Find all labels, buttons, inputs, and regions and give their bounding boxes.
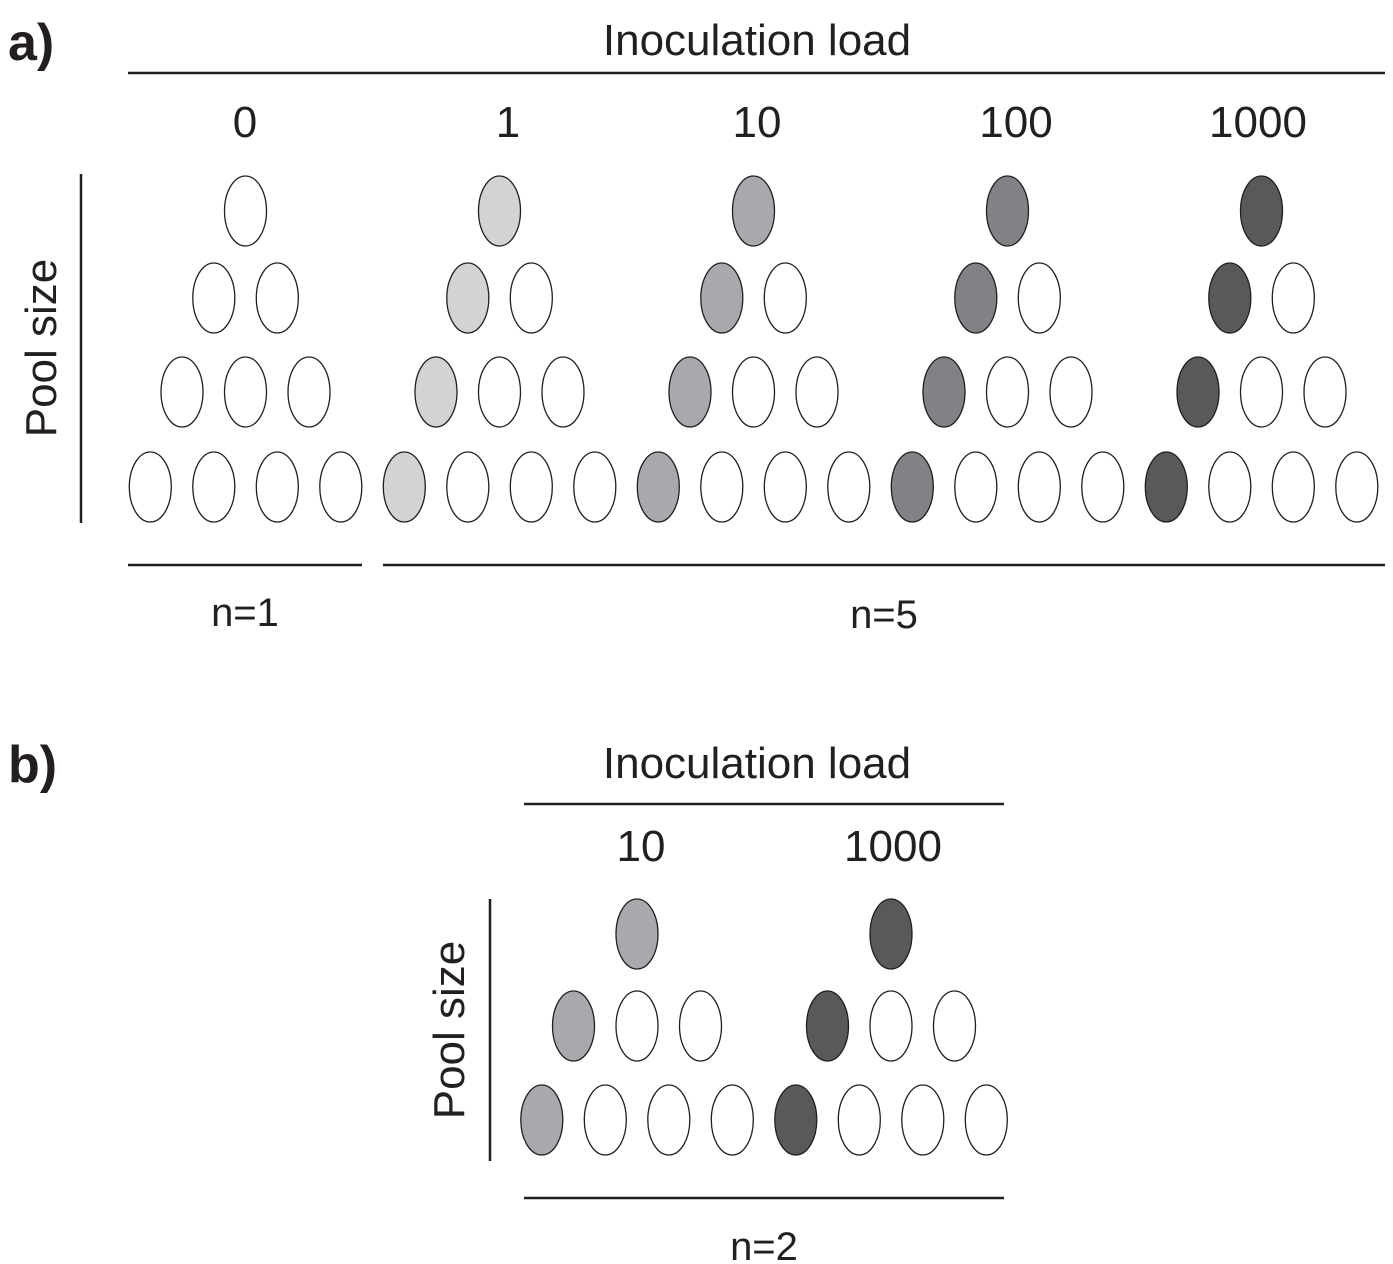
load-label: 1000: [844, 822, 942, 871]
load-label: 0: [233, 98, 257, 147]
pool-egg: [446, 262, 490, 334]
pool-egg: [1049, 356, 1093, 428]
pool-egg: [1208, 262, 1252, 334]
pool-egg: [1144, 451, 1188, 523]
pool-egg: [583, 1084, 627, 1156]
pool-egg: [774, 1084, 818, 1156]
pool-egg: [541, 356, 585, 428]
pool-egg: [319, 451, 363, 523]
panel-b-pools: [520, 898, 1008, 1156]
pool-egg: [827, 451, 871, 523]
pool-egg: [573, 451, 617, 523]
pool-egg: [128, 451, 172, 523]
pool-egg: [1335, 451, 1379, 523]
panel-a-pools: [128, 175, 1379, 523]
pool-egg: [446, 451, 490, 523]
pool-egg: [837, 1084, 881, 1156]
pool-egg: [1208, 451, 1252, 523]
pool-egg: [636, 451, 680, 523]
pool-egg: [805, 990, 850, 1062]
pool-egg: [932, 990, 977, 1062]
pool-egg: [1239, 356, 1284, 428]
pool-egg: [382, 451, 426, 523]
load-label: 1: [496, 98, 520, 147]
pool-egg: [922, 356, 966, 428]
pool-egg: [192, 262, 236, 334]
pool-egg: [763, 262, 807, 334]
pool-egg: [700, 451, 744, 523]
pool-egg: [255, 262, 299, 334]
pool-egg: [985, 175, 1030, 247]
pool-egg: [647, 1084, 691, 1156]
pool-egg: [477, 356, 522, 428]
panel-b-header: Inoculation load: [603, 739, 911, 788]
panel-a-label: a): [8, 14, 54, 72]
pool-egg: [763, 451, 807, 523]
panel-a-load-labels: 0 1 10 100 1000: [233, 98, 1307, 147]
pool-egg: [414, 356, 458, 428]
load-label: 10: [733, 98, 782, 147]
replicate-label: n=2: [730, 1225, 798, 1264]
pool-egg: [192, 451, 236, 523]
replicate-label: n=1: [211, 591, 279, 635]
load-label: 10: [617, 822, 666, 871]
pool-egg: [520, 1084, 564, 1156]
pool-egg: [615, 990, 659, 1062]
pool-egg: [1303, 356, 1347, 428]
pool-egg: [1271, 262, 1315, 334]
pool-egg: [509, 451, 553, 523]
pool-egg: [964, 1084, 1008, 1156]
pool-egg: [255, 451, 299, 523]
panel-b: b) Inoculation load Pool size 10 1000 n=…: [8, 736, 1008, 1264]
pool-egg: [160, 356, 204, 428]
pool-egg: [668, 356, 712, 428]
pool-egg: [678, 990, 723, 1062]
panel-a: a) Inoculation load Pool size 0 1 10 100…: [8, 14, 1385, 637]
pool-egg: [1176, 356, 1220, 428]
pool-egg: [901, 1084, 945, 1156]
pool-egg: [477, 175, 522, 247]
pool-egg: [1017, 262, 1061, 334]
pool-egg: [869, 990, 913, 1062]
pool-egg: [1017, 451, 1061, 523]
pool-egg: [954, 451, 998, 523]
pool-egg: [509, 262, 553, 334]
pool-egg: [890, 451, 934, 523]
pool-egg: [710, 1084, 754, 1156]
replicate-label: n=5: [850, 593, 918, 637]
pool-egg: [700, 262, 744, 334]
pool-egg: [731, 175, 776, 247]
panel-a-header: Inoculation load: [603, 16, 911, 65]
pool-egg: [985, 356, 1030, 428]
pool-egg: [615, 898, 659, 970]
panel-b-ylabel: Pool size: [425, 941, 474, 1120]
load-label: 1000: [1209, 98, 1307, 147]
pool-egg: [795, 356, 839, 428]
panel-b-label: b): [8, 736, 57, 794]
panel-a-ylabel: Pool size: [17, 259, 66, 438]
pool-egg: [731, 356, 776, 428]
pool-egg: [1081, 451, 1125, 523]
pool-egg: [287, 356, 331, 428]
pool-egg: [223, 175, 268, 247]
pool-egg: [869, 898, 913, 970]
pool-egg: [1239, 175, 1284, 247]
pool-egg: [954, 262, 998, 334]
load-label: 100: [979, 98, 1052, 147]
pool-egg: [1271, 451, 1315, 523]
pool-egg: [223, 356, 268, 428]
pool-egg: [551, 990, 596, 1062]
